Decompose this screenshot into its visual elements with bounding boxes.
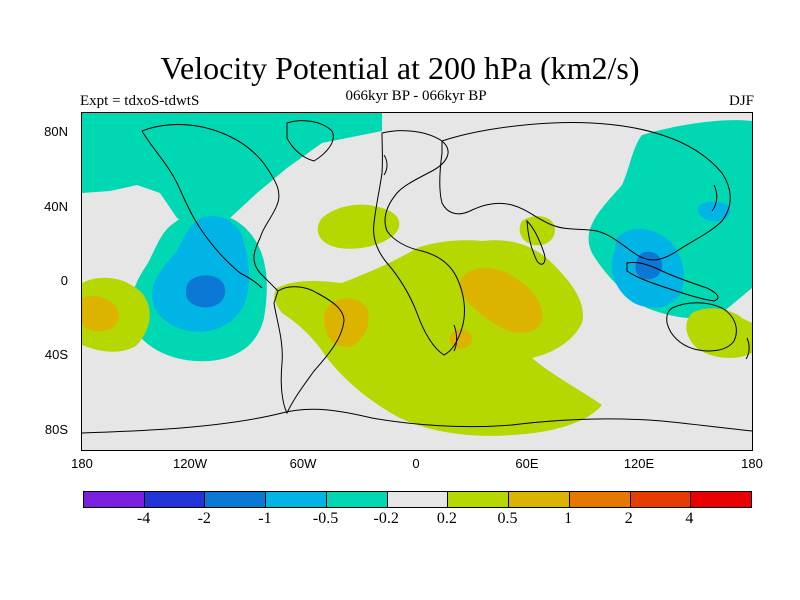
lat-tick-80s: 80S: [44, 422, 68, 437]
contour-japan-blue: [697, 201, 731, 222]
lon-tick-120w: 120W: [173, 456, 207, 471]
legend-swatch-1: [144, 492, 206, 507]
legend-label: -1: [258, 510, 272, 527]
legend-label: 2: [624, 510, 633, 527]
contour-south-atlantic-green: [274, 240, 602, 436]
legend-label: -0.5: [312, 510, 339, 527]
legend-swatch-5: [387, 492, 449, 507]
coast-new-zealand: [745, 337, 750, 360]
lon-tick-180w: 180: [71, 456, 93, 471]
experiment-label: Expt = tdxoS-tdwtS: [80, 93, 200, 109]
contour-east-pacific-blue: [152, 215, 250, 332]
contour-india-green: [519, 216, 555, 246]
coast-antarctica: [82, 408, 752, 434]
coast-north-america-west: [141, 130, 263, 289]
legend-label: 1: [564, 510, 573, 527]
legend-swatch-4: [326, 492, 388, 507]
coast-asia: [439, 122, 731, 261]
legend-swatch-0: [84, 492, 145, 507]
contour-australia-green: [686, 308, 752, 358]
chart-title: Velocity Potential at 200 hPa (km2/s): [160, 50, 640, 86]
coast-australia: [666, 302, 737, 352]
coastlines: [82, 120, 752, 434]
legend-label: -0.2: [373, 510, 399, 527]
map-canvas: [82, 113, 752, 436]
lat-tick-40n: 40N: [44, 199, 68, 214]
legend-swatch-2: [205, 492, 267, 507]
coast-madagascar: [453, 324, 458, 352]
coast-india: [526, 219, 546, 265]
legend-label: 4: [685, 510, 694, 527]
contour-sahara-green: [317, 204, 400, 249]
legend-label: -2: [197, 510, 211, 527]
lon-tick-60w: 60W: [289, 456, 317, 471]
lat-tick-40s: 40S: [44, 347, 68, 362]
coast-indonesia: [626, 262, 719, 302]
contour-pacific-orange: [82, 296, 119, 332]
contour-arctic-cyan: [82, 113, 382, 233]
legend-swatch-9: [630, 492, 692, 507]
lat-tick-0: 0: [60, 273, 68, 288]
legend-label: -4: [136, 510, 151, 527]
legend-swatch-6: [448, 492, 510, 507]
lon-tick-0: 0: [412, 456, 420, 471]
contour-africa-orange: [459, 267, 543, 333]
legend-swatch-8: [569, 492, 631, 507]
lon-tick-60e: 60E: [515, 456, 539, 471]
period-label: 066kyr BP - 066kyr BP: [345, 88, 487, 104]
lat-tick-80n: 80N: [44, 124, 68, 139]
legend-swatch-10: [691, 492, 752, 507]
legend-swatch-7: [509, 492, 570, 507]
lon-tick-180e: 180: [741, 456, 763, 471]
legend-label: 0.5: [497, 510, 518, 527]
coast-north-america: [141, 124, 280, 292]
coast-europe-africa: [373, 130, 465, 356]
legend-swatch-3: [266, 492, 327, 507]
velocity-potential-map: [81, 112, 753, 451]
contour-east-pacific-core: [186, 275, 226, 308]
coast-greenland: [286, 120, 334, 162]
coast-south-america: [273, 286, 345, 415]
contour-south-america-orange: [324, 298, 369, 348]
color-legend: [83, 491, 752, 508]
coast-uk: [383, 154, 388, 176]
season-label: DJF: [728, 93, 754, 109]
legend-label: 0.2: [436, 510, 457, 527]
lon-tick-120e: 120E: [623, 456, 655, 471]
coast-japan: [711, 184, 718, 212]
